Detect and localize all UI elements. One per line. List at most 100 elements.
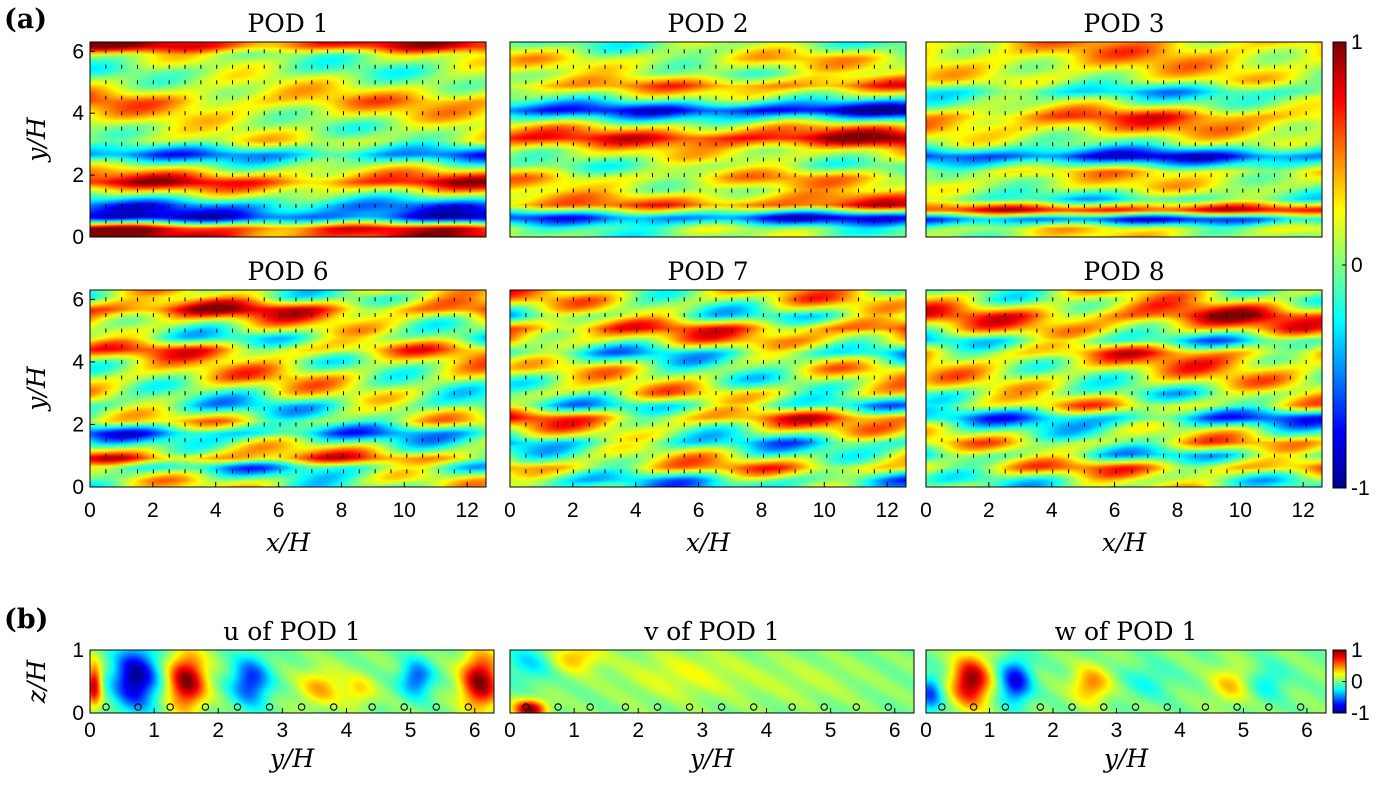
ytick-label: 4 xyxy=(72,102,84,125)
heatmap-field-pod-3 xyxy=(926,42,1322,237)
xtick-label: 5 xyxy=(825,719,837,742)
ytick-label: 0 xyxy=(72,476,84,499)
vector-marks-pod-3 xyxy=(941,49,1307,224)
probe-marker xyxy=(884,703,893,711)
xtick-label: 2 xyxy=(1047,719,1059,742)
plot-w-of-pod-1: w of POD 1 0 1 2 3 4 5 6 y/H xyxy=(920,617,1327,773)
title-pod-1: POD 1 xyxy=(247,9,328,38)
probe-marker xyxy=(969,703,978,711)
ytick-label: 0 xyxy=(72,702,84,725)
ytick-label: 2 xyxy=(72,164,84,187)
probe-marker xyxy=(1036,703,1045,711)
probe-markers-v-of-pod-1 xyxy=(522,703,893,711)
probe-marker xyxy=(400,703,408,711)
ytick-label: 0 xyxy=(72,226,84,249)
xtick-label: 4 xyxy=(341,719,353,742)
title-pod-2: POD 2 xyxy=(667,9,748,38)
xtick-label: 1 xyxy=(148,719,160,742)
probe-marker xyxy=(852,703,861,711)
heatmap-field-u-of-pod-1 xyxy=(90,650,494,713)
xtick-label: 6 xyxy=(1109,499,1121,522)
probe-marker xyxy=(1233,703,1241,711)
xtick-label: 12 xyxy=(1291,499,1314,522)
plot-pod-1: POD 1 0 2 4 6 y/H xyxy=(22,9,487,249)
ylabel-pod-6: y/H xyxy=(22,365,51,412)
probe-marker xyxy=(788,703,796,711)
xaxis-a-2: 0 2 4 6 8 10 12 x/H xyxy=(504,482,899,557)
probe-marker xyxy=(1131,703,1140,711)
colorbar-a: 1 0 -1 xyxy=(1332,31,1370,500)
ylabel-pod-1: y/H xyxy=(22,116,51,163)
colorbar-a-gradient xyxy=(1333,42,1346,488)
probe-marker xyxy=(820,703,828,711)
xtick-label: 0 xyxy=(504,499,516,522)
vector-marks-pod-8 xyxy=(941,297,1307,474)
xlabel-a: x/H xyxy=(686,528,732,557)
probe-marker xyxy=(329,703,338,711)
title-pod-8: POD 8 xyxy=(1083,257,1164,286)
xtick-label: 4 xyxy=(210,499,222,522)
xlabel-a: x/H xyxy=(1102,528,1148,557)
ytick-label: 6 xyxy=(72,288,84,311)
xaxis-a-3: 0 2 4 6 8 10 12 x/H xyxy=(920,482,1315,557)
vector-marks-pod-1 xyxy=(105,49,471,224)
probe-marker xyxy=(717,703,726,711)
probe-marker xyxy=(1201,703,1210,711)
probe-marker xyxy=(522,703,530,711)
xtick-label: 4 xyxy=(761,719,773,742)
plot-frame-pod-1 xyxy=(89,41,487,238)
probe-markers-w-of-pod-1 xyxy=(938,703,1305,711)
xtick-label: 6 xyxy=(889,719,901,742)
plot-pod-2: POD 2 xyxy=(509,9,907,238)
xtick-label: 2 xyxy=(212,719,224,742)
probe-marker xyxy=(201,703,210,711)
vector-marks-pod-7 xyxy=(525,297,891,474)
heatmap-field-v-of-pod-1 xyxy=(510,650,914,713)
xtick-label: 10 xyxy=(1229,499,1252,522)
title-u-of-pod-1: u of POD 1 xyxy=(223,617,361,646)
plot-pod-3: POD 3 xyxy=(925,9,1323,238)
colorbar-b: 1 0 -1 xyxy=(1332,639,1370,725)
ytick-label: 6 xyxy=(72,40,84,63)
plot-frame-pod-6 xyxy=(89,289,487,488)
heatmap-field-w-of-pod-1 xyxy=(926,650,1326,713)
colorbar-a-tick: 1 xyxy=(1351,31,1363,54)
ytick-label: 1 xyxy=(72,639,84,662)
probe-marker xyxy=(233,703,242,711)
probe-marker xyxy=(1100,703,1108,711)
vector-marks-pod-2 xyxy=(525,49,891,224)
plot-frame-pod-7 xyxy=(509,289,907,488)
xtick-label: 10 xyxy=(813,499,836,522)
xtick-label: 0 xyxy=(920,719,932,742)
xtick-label: 3 xyxy=(1111,719,1123,742)
xtick-label: 2 xyxy=(567,499,579,522)
xlabel-w-of-pod-1: y/H xyxy=(1103,744,1150,773)
title-v-of-pod-1: v of POD 1 xyxy=(643,617,780,646)
ytick-label: 2 xyxy=(72,413,84,436)
probe-marker xyxy=(1001,703,1010,711)
xtick-label: 2 xyxy=(983,499,995,522)
xtick-label: 0 xyxy=(84,719,96,742)
title-pod-3: POD 3 xyxy=(1083,9,1164,38)
plot-frame-u-of-pod-1 xyxy=(89,649,495,714)
xtick-label: 8 xyxy=(336,499,348,522)
xlabel-v-of-pod-1: y/H xyxy=(689,744,736,773)
vector-marks-pod-6 xyxy=(105,297,471,474)
probe-marker xyxy=(1068,703,1076,711)
xtick-label: 4 xyxy=(1046,499,1058,522)
xlabel-u-of-pod-1: y/H xyxy=(269,744,316,773)
colorbar-a-tick: -1 xyxy=(1351,477,1370,500)
title-pod-6: POD 6 xyxy=(247,257,328,286)
probe-marker xyxy=(166,703,174,711)
plot-frame-pod-3 xyxy=(925,41,1323,238)
xtick-label: 4 xyxy=(630,499,642,522)
plot-u-of-pod-1: u of POD 1 0 1 z/H 0 1 2 3 4 5 6 y/H xyxy=(22,617,495,773)
heatmap-field-pod-8 xyxy=(926,290,1322,487)
probe-marker xyxy=(1265,703,1273,711)
xtick-label: 4 xyxy=(1174,719,1186,742)
plot-v-of-pod-1: v of POD 1 0 1 2 3 4 5 6 y/H xyxy=(504,617,915,773)
xtick-label: 2 xyxy=(632,719,644,742)
probe-marker xyxy=(938,703,946,711)
probe-marker xyxy=(134,703,142,711)
probe-marker xyxy=(1296,703,1305,711)
